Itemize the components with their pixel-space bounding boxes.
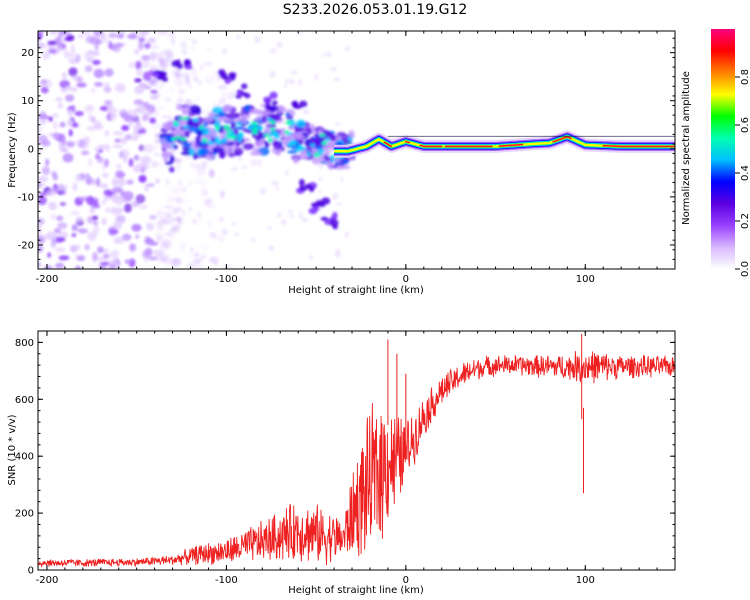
y-tick-label: 400 [15, 452, 34, 463]
colorbar-gradient [711, 29, 735, 269]
colorbar: 0.0 0.2 0.4 0.6 0.8 Normalized spectral ampl… [681, 29, 750, 277]
snr-border [37, 330, 676, 571]
snr-ylabel: SNR (10 * v/v) [7, 414, 18, 485]
y-tick-label: 20 [21, 48, 34, 59]
x-tick-label: -100 [215, 575, 238, 586]
snr-panel: -200 -100 0 100 0 200 400 600 800 Height of stra… [7, 330, 676, 596]
y-tick-label: 800 [15, 338, 34, 349]
colorbar-tick-label: 0.6 [740, 117, 750, 133]
colorbar-tick-label: 0.0 [740, 261, 750, 277]
colorbar-ticks: 0.0 0.2 0.4 0.6 0.8 [735, 69, 750, 277]
colorbar-tick-label: 0.8 [740, 69, 750, 85]
colorbar-tick-label: 0.2 [740, 213, 750, 229]
y-tick-label: 10 [21, 96, 34, 107]
y-tick-label: -20 [18, 240, 34, 251]
x-tick-label: 100 [576, 575, 595, 586]
spectrogram-heatmap [38, 31, 675, 269]
colorbar-tick-label: 0.4 [740, 165, 750, 181]
x-tick-label: 100 [576, 274, 595, 285]
snr-xlabel: Height of straight line (km) [288, 585, 424, 596]
y-tick-label: 600 [15, 395, 34, 406]
spectrogram-xlabel: Height of straight line (km) [288, 285, 424, 296]
x-tick-label: -200 [36, 274, 59, 285]
y-tick-label: 200 [15, 509, 34, 520]
y-tick-label: 0 [28, 566, 34, 577]
spectrogram-border [37, 30, 676, 270]
colorbar-label: Normalized spectral amplitude [681, 71, 692, 225]
snr-series [38, 333, 675, 568]
x-tick-label: -100 [215, 274, 238, 285]
spectrogram-ylabel: Frequency (Hz) [7, 112, 18, 188]
x-tick-label: 0 [403, 575, 409, 586]
snr-ticks: -200 -100 0 100 0 200 400 600 800 [15, 330, 676, 586]
x-tick-label: 0 [403, 274, 409, 285]
x-tick-label: -200 [36, 575, 59, 586]
y-tick-label: -10 [18, 192, 34, 203]
figure-title: S233.2026.053.01.19.G12 [283, 2, 468, 18]
y-tick-label: 0 [28, 144, 34, 155]
snr-line [38, 351, 675, 568]
